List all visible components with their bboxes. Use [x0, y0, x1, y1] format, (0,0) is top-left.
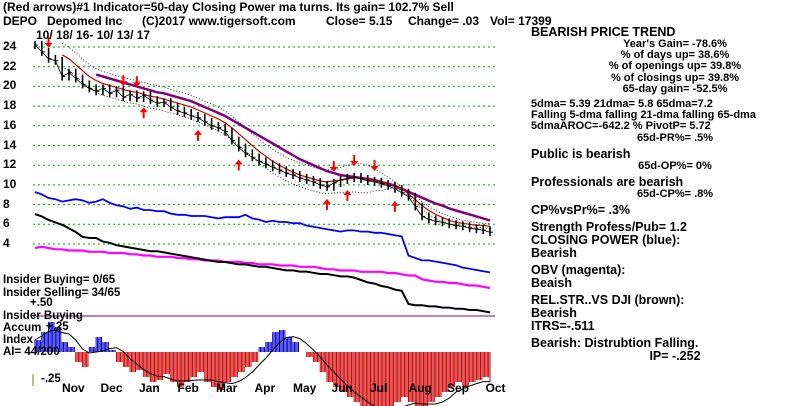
arrow-up-head: [323, 198, 332, 204]
stats-line: % of openings up= 39.8%: [608, 60, 742, 73]
ai-value: AI= 44/200: [3, 346, 60, 358]
insider-buying-count: Insider Buying= 0/65: [3, 274, 116, 286]
stats-line: Strength Profess/Pub= 1.2: [531, 220, 687, 235]
copyright: (C)2017 www.tigersoft.com: [142, 14, 296, 28]
change-value: Change= .03: [408, 14, 480, 28]
stats-line: REL.STR..VS DJI (brown):: [531, 293, 685, 308]
month-label: Nov: [62, 381, 85, 395]
plus-50-label: +.50: [30, 297, 53, 309]
stats-line: Public is bearish: [531, 146, 631, 161]
lower-band-line: [62, 66, 491, 230]
volume-value: Vol= 17399: [490, 14, 552, 28]
stats-line: CP%vsPr%= .3%: [531, 203, 631, 218]
stats-line: ITRS=-.511: [531, 319, 595, 334]
y-tick-label: 20: [3, 78, 17, 93]
y-tick-label: 24: [3, 39, 17, 53]
month-label: Feb: [177, 381, 199, 395]
accum-label: Accum: [3, 322, 42, 334]
close-value: Close= 5.15: [326, 14, 393, 28]
y-tick-label: 6: [3, 216, 10, 231]
y-tick-label: 22: [3, 58, 17, 73]
obv-line: [34, 245, 491, 290]
moving-averages: [61, 54, 491, 227]
stats-line: Beaish: [531, 276, 572, 291]
month-label: Mar: [216, 381, 238, 395]
index-label: Index: [3, 334, 34, 346]
stats-line: Year's Gain= -78.6%: [623, 38, 727, 50]
arrow-down-head: [370, 165, 379, 171]
stats-line: 5dma= 5.39 21dma= 5.8 65dma=7.2: [531, 98, 713, 111]
accum-ma-line: [34, 329, 490, 406]
minus-25-label: -.25: [41, 373, 61, 385]
arrow-down-head: [132, 82, 141, 88]
indicator-line: (Red arrows)#1 Indicator=50-day Closing …: [3, 0, 454, 14]
month-label: Aug: [408, 381, 432, 395]
accumulation-index-bars: [34, 322, 491, 406]
insider-selling-count: Insider Selling= 34/65: [3, 287, 121, 299]
stats-line: IP= -.252: [649, 349, 701, 364]
stats-line: OBV (magenta):: [531, 263, 626, 278]
date-range: 10/ 18/ 16- 10/ 13/ 17: [36, 28, 151, 42]
month-label: Oct: [485, 381, 506, 395]
y-tick-label: 12: [3, 157, 17, 172]
arrow-down-head: [44, 42, 53, 48]
stats-panel: BEARISH PRICE TREND Year's Gain= -78.6%% …: [531, 26, 799, 363]
stats-line: CLOSING POWER (blue):: [531, 233, 681, 248]
arrow-up-head: [343, 190, 352, 196]
month-label: Jun: [331, 381, 353, 395]
month-label: May: [293, 381, 317, 395]
month-label: Jul: [370, 381, 388, 395]
month-label: Dec: [100, 381, 123, 395]
arrow-up-head: [390, 200, 399, 206]
y-tick-label: 10: [3, 176, 17, 191]
stats-line: Falling 5-dma falling 21-dma falling 65-…: [531, 109, 756, 122]
plus-25-label: +.25: [46, 321, 69, 333]
price-line: [34, 44, 491, 233]
ticker: DEPO: [3, 14, 38, 28]
stats-line: Bearish: [531, 306, 577, 321]
y-tick-label: 18: [3, 98, 17, 113]
arrow-up-head: [234, 159, 243, 165]
rel-strength-line: [34, 213, 491, 314]
month-label: Jan: [139, 381, 160, 395]
stats-line: Bearish: Distrubtion Falling.: [531, 336, 699, 351]
upper-band-line: [62, 42, 490, 224]
arrow-down-head: [350, 161, 359, 167]
bollinger-bands: [62, 42, 491, 230]
y-tick-label: 8: [3, 196, 10, 211]
arrow-up-head: [193, 129, 202, 135]
company-name: Depomed Inc: [47, 14, 123, 28]
arrow-down-head: [329, 166, 338, 172]
arrow-up-head: [139, 107, 148, 113]
stats-line: % of days up= 38.6%: [620, 49, 730, 62]
closing-power-line: [34, 191, 491, 274]
y-tick-label: 14: [3, 137, 17, 152]
ma21-line: [61, 54, 491, 227]
red-arrows: [44, 36, 399, 212]
stats-line: 65d-PR%= .5%: [636, 131, 714, 144]
stats-line: Professionals are bearish: [531, 175, 684, 190]
price-bars: [34, 41, 493, 237]
ma65-line: [95, 73, 491, 222]
insider-buying-label: Insider Buying: [3, 310, 83, 322]
arrow-down-head: [119, 81, 128, 87]
indicator-lines: [34, 191, 491, 314]
stats-line: Bearish: [531, 246, 577, 261]
stats-line: 65d-OP%= 0%: [638, 159, 712, 172]
stats-line: BEARISH PRICE TREND: [531, 25, 676, 39]
stats-line: 65d-CP%= .8%: [636, 188, 714, 201]
stats-line: 5dmaAROC=-642.2 % PivotP= 5.72: [531, 120, 711, 133]
month-label: Sep: [447, 381, 470, 395]
stats-line: 65-day gain= -52.5%: [622, 82, 728, 95]
stats-line: % of closings up= 39.8%: [610, 71, 740, 84]
y-tick-label: 4: [3, 236, 10, 250]
y-tick-label: 16: [3, 117, 17, 132]
month-label: Apr: [254, 381, 276, 395]
